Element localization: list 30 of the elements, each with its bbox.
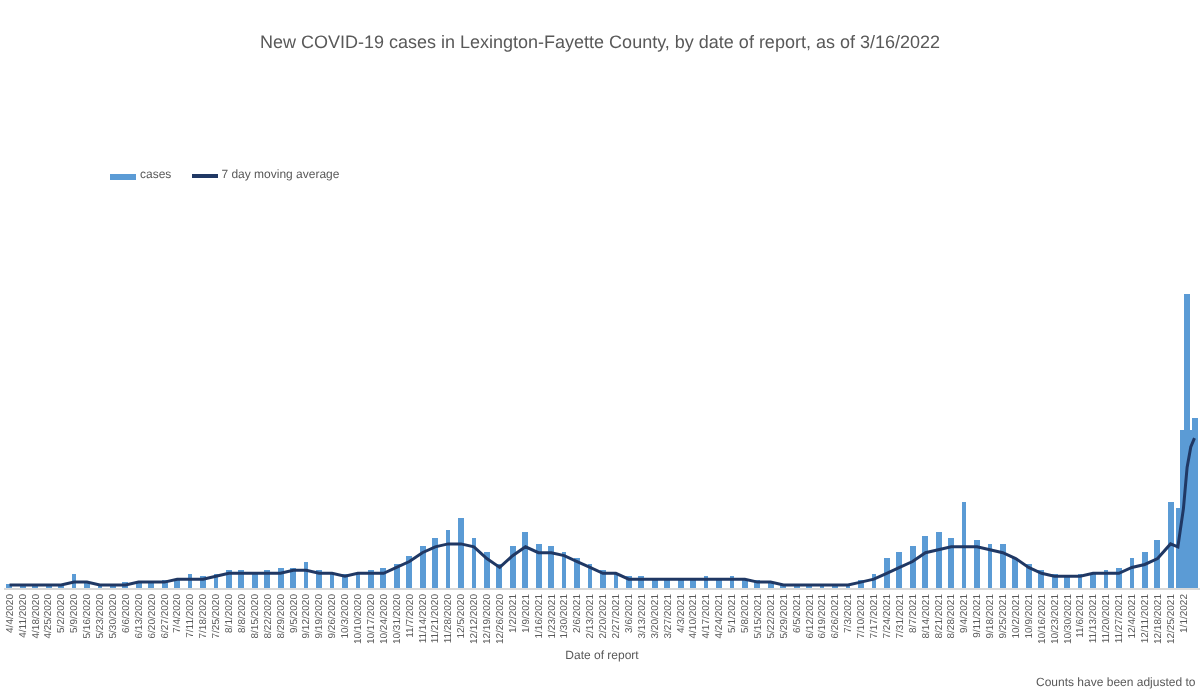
bar [548, 546, 554, 588]
bar [910, 546, 916, 588]
bar [922, 536, 928, 588]
bar [614, 574, 618, 588]
bar [330, 574, 334, 588]
bar [510, 546, 516, 588]
bar [1090, 574, 1096, 588]
bar [458, 518, 464, 588]
bar [936, 532, 942, 588]
bar [1012, 558, 1018, 588]
bar [420, 546, 426, 588]
bar [252, 574, 258, 588]
bar [974, 540, 980, 588]
bar [574, 558, 580, 588]
bar [472, 538, 476, 588]
bar [536, 544, 542, 588]
chart-title: New COVID-19 cases in Lexington-Fayette County, by date of report, as of 3/16/2022 [259, 32, 941, 53]
bar [948, 538, 954, 588]
bar [432, 538, 438, 588]
bar [356, 574, 360, 588]
bar [1168, 502, 1174, 588]
bar [1142, 552, 1148, 588]
bar [446, 530, 450, 588]
bar [896, 552, 902, 588]
bar [522, 532, 528, 588]
bar [562, 552, 566, 588]
bar [962, 502, 966, 588]
bar [1000, 544, 1006, 588]
bar [1154, 540, 1160, 588]
bar [988, 544, 992, 588]
